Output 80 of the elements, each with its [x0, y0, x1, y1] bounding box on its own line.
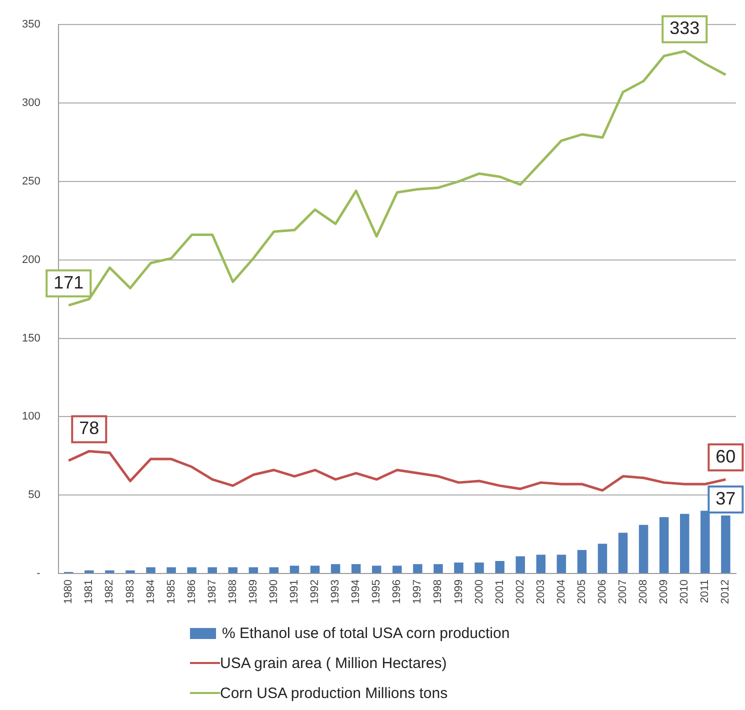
- bar: [330, 564, 340, 574]
- bar: [269, 567, 279, 574]
- annotation: 333: [670, 18, 700, 38]
- bar: [146, 567, 156, 574]
- bar: [598, 544, 608, 574]
- annotation: 60: [716, 446, 736, 466]
- x-tick-label: 1995: [370, 580, 383, 604]
- x-tick-label: 1986: [186, 580, 198, 604]
- bar: [248, 567, 258, 574]
- bar: [84, 570, 94, 574]
- x-tick-label: 1981: [83, 580, 96, 604]
- bar: [659, 517, 669, 574]
- bar: [413, 564, 422, 574]
- x-tick-label: 2002: [514, 580, 526, 604]
- annotation: 171: [54, 272, 84, 292]
- x-tick-label: 1994: [350, 580, 362, 604]
- bar: [228, 567, 238, 574]
- x-tick-label: 2007: [617, 580, 630, 604]
- x-tick-label: 1998: [432, 580, 444, 604]
- y-tick-label: -: [36, 568, 41, 580]
- x-tick-label: 1991: [288, 580, 301, 604]
- bar: [474, 562, 484, 574]
- y-tick-label: 300: [22, 97, 40, 110]
- annotation: 37: [716, 488, 736, 508]
- x-tick-label: 1984: [144, 580, 157, 604]
- x-tick-label: 1989: [247, 580, 260, 604]
- bar: [372, 566, 382, 574]
- x-tick-label: 2003: [534, 580, 547, 604]
- bar: [556, 554, 566, 574]
- x-tick-label: 1999: [452, 580, 465, 604]
- bar: [434, 564, 443, 574]
- x-tick-label: 2011: [699, 580, 712, 604]
- x-tick-label: 2009: [658, 580, 670, 604]
- x-tick-label: 1983: [124, 580, 136, 604]
- y-tick-label: 350: [22, 18, 40, 31]
- y-tick-label: 100: [22, 410, 40, 423]
- x-tick-label: 1993: [330, 580, 342, 604]
- x-tick-label: 1990: [268, 580, 280, 604]
- bar: [310, 566, 320, 574]
- bar: [166, 567, 176, 574]
- legend-label: Corn USA production Millions tons: [220, 684, 448, 702]
- y-tick-label: 150: [22, 332, 40, 344]
- x-tick-label: 2005: [576, 580, 588, 604]
- x-tick-label: 1996: [391, 580, 404, 604]
- bar: [454, 562, 464, 574]
- x-tick-label: 2010: [678, 580, 691, 604]
- bar: [290, 566, 300, 574]
- x-tick-label: 1988: [226, 580, 239, 604]
- x-tick-label: 2008: [638, 580, 650, 604]
- x-tick-label: 1982: [104, 580, 116, 604]
- y-tick-label: 50: [28, 489, 40, 502]
- bar: [680, 514, 690, 574]
- bar: [618, 532, 628, 574]
- x-tick-label: 1985: [165, 580, 178, 604]
- legend-label: USA grain area ( Million Hectares): [220, 654, 447, 672]
- x-tick-label: 2001: [494, 580, 506, 604]
- bar: [536, 554, 546, 574]
- bar: [187, 567, 196, 574]
- x-tick-label: 2006: [596, 580, 609, 604]
- x-tick-label: 1980: [62, 580, 75, 604]
- y-tick-label: 250: [22, 175, 40, 188]
- bar: [577, 550, 587, 574]
- x-tick-label: 1997: [412, 580, 424, 604]
- bar: [495, 560, 504, 574]
- bar: [638, 524, 648, 574]
- bar: [208, 567, 217, 574]
- x-tick-label: 2012: [720, 580, 732, 604]
- bar: [516, 556, 525, 574]
- y-tick-label: 200: [22, 254, 40, 266]
- bar: [721, 516, 730, 574]
- legend-label: % Ethanol use of total USA corn production: [222, 624, 510, 642]
- x-tick-label: 1992: [309, 580, 322, 604]
- bar: [126, 570, 135, 574]
- bar: [392, 566, 402, 574]
- x-tick-label: 1987: [206, 580, 218, 604]
- bar: [351, 564, 361, 574]
- x-tick-label: 2004: [555, 580, 568, 604]
- bar: [105, 570, 114, 574]
- annotation: 78: [79, 418, 100, 438]
- x-tick-label: 2000: [473, 580, 486, 604]
